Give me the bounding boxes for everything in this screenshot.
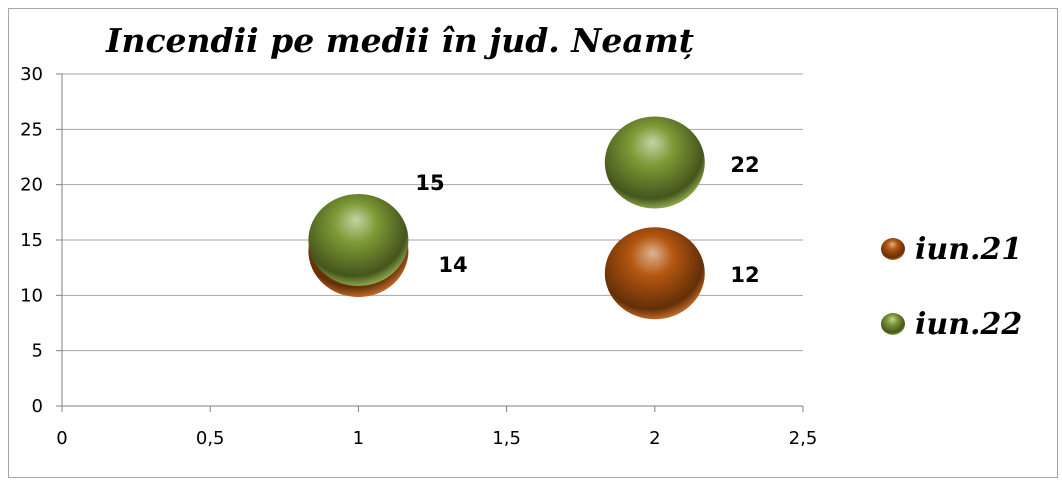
y-tick-label: 15 bbox=[20, 230, 43, 251]
x-tick-label: 1,5 bbox=[492, 428, 521, 449]
legend-marker bbox=[881, 313, 905, 335]
y-tick-label: 0 bbox=[32, 396, 43, 417]
y-tick-label: 10 bbox=[20, 285, 43, 306]
y-tick-label: 25 bbox=[20, 119, 43, 140]
bubble-iun-22-x1 bbox=[308, 194, 409, 286]
data-label: 14 bbox=[438, 253, 467, 277]
x-tick-label: 0 bbox=[56, 428, 67, 449]
y-tick-label: 20 bbox=[20, 175, 43, 196]
legend: iun.21 iun.22 bbox=[881, 232, 1022, 342]
data-labels: 14 12 15 22 bbox=[415, 153, 759, 287]
x-tick-label: 2 bbox=[649, 428, 660, 449]
legend-marker bbox=[881, 238, 905, 260]
x-tick-label: 1 bbox=[353, 428, 364, 449]
gridlines bbox=[62, 73, 803, 352]
bubble-iun-21-x2 bbox=[604, 227, 705, 320]
data-label: 12 bbox=[730, 263, 759, 287]
data-label: 15 bbox=[415, 171, 444, 195]
y-tick-label: 5 bbox=[32, 341, 43, 362]
legend-label: iun.21 bbox=[915, 232, 1022, 267]
data-label: 22 bbox=[730, 153, 759, 177]
legend-label: iun.22 bbox=[915, 307, 1022, 342]
axes: 0 5 10 15 20 25 30 0 0,5 1 1,5 2 2,5 bbox=[20, 64, 817, 449]
x-tick-label: 0,5 bbox=[196, 428, 225, 449]
bubble-iun-22-x2 bbox=[604, 116, 705, 209]
x-tick-label: 2,5 bbox=[789, 428, 818, 449]
chart-title: Incendii pe medii în jud. Neamț bbox=[105, 21, 694, 60]
y-tick-label: 30 bbox=[20, 64, 43, 85]
bubbles bbox=[308, 116, 705, 320]
